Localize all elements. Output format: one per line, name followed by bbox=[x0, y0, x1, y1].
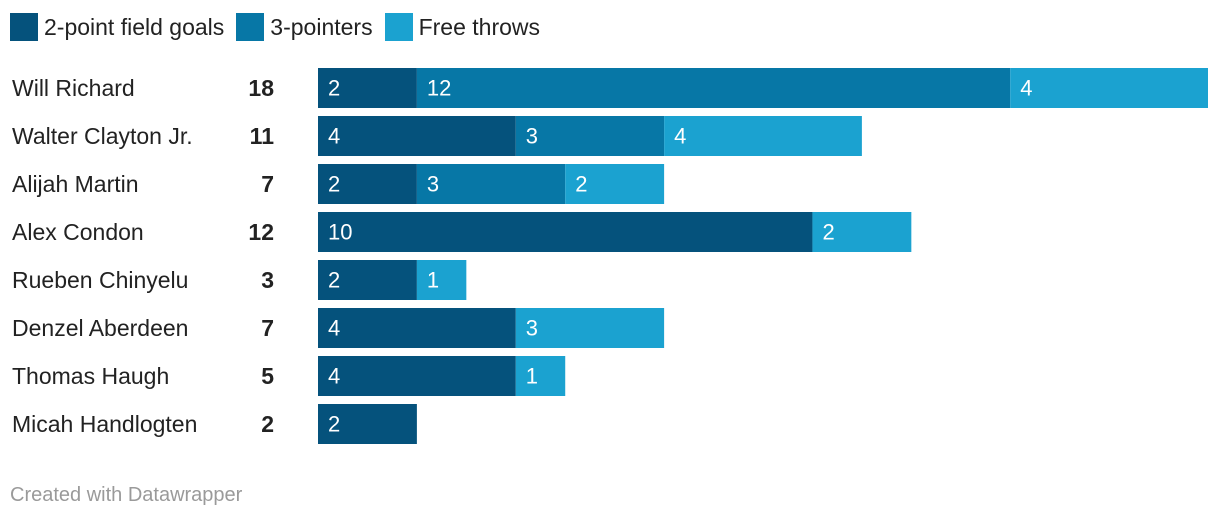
total-points: 5 bbox=[261, 363, 274, 389]
bar-segment bbox=[318, 116, 516, 156]
player-name: Micah Handlogten bbox=[12, 411, 197, 437]
bar-value-label: 2 bbox=[328, 412, 340, 437]
credit-footer: Created with Datawrapper bbox=[10, 484, 243, 506]
legend-swatch bbox=[236, 13, 265, 41]
legend-item: Free throws bbox=[384, 13, 541, 41]
bar-value-label: 4 bbox=[328, 124, 340, 149]
legend-item: 3-pointers bbox=[236, 13, 373, 41]
bar-value-label: 1 bbox=[427, 268, 439, 293]
bar-segment bbox=[318, 404, 417, 444]
player-name: Alex Condon bbox=[12, 219, 144, 245]
bar-value-label: 3 bbox=[427, 172, 439, 197]
bar-value-label: 4 bbox=[328, 364, 340, 389]
bar-segment bbox=[515, 308, 665, 348]
legend-swatch bbox=[384, 13, 413, 41]
bar-segment bbox=[318, 212, 813, 252]
total-points: 2 bbox=[261, 411, 274, 437]
bar-segment bbox=[664, 116, 862, 156]
bar-value-label: 2 bbox=[328, 76, 340, 101]
total-points: 12 bbox=[248, 219, 274, 245]
legend-label: 2-point field goals bbox=[44, 13, 225, 40]
total-points: 3 bbox=[261, 267, 274, 293]
bar-value-label: 12 bbox=[427, 76, 451, 101]
bar-value-label: 2 bbox=[575, 172, 587, 197]
bar-value-label: 2 bbox=[822, 220, 834, 245]
bar-segment bbox=[318, 164, 417, 204]
bar-segment bbox=[1010, 68, 1208, 108]
player-name: Thomas Haugh bbox=[12, 363, 169, 389]
legend: 2-point field goals 3-pointers Free throws bbox=[10, 12, 552, 42]
bar-value-label: 2 bbox=[328, 172, 340, 197]
bar-value-label: 10 bbox=[328, 220, 352, 245]
bar-segment bbox=[515, 356, 566, 396]
legend-item: 2-point field goals bbox=[10, 13, 224, 41]
total-points: 18 bbox=[248, 75, 274, 101]
bar-value-label: 1 bbox=[526, 364, 538, 389]
bar-segment bbox=[416, 164, 566, 204]
bar-value-label: 2 bbox=[328, 268, 340, 293]
player-name: Will Richard bbox=[12, 75, 135, 101]
player-name: Rueben Chinyelu bbox=[12, 267, 188, 293]
bar-segment bbox=[318, 308, 516, 348]
player-name: Alijah Martin bbox=[12, 171, 139, 197]
bar-segment bbox=[515, 116, 665, 156]
bar-value-label: 4 bbox=[328, 316, 340, 341]
player-name: Denzel Aberdeen bbox=[12, 315, 188, 341]
bar-segment bbox=[318, 68, 417, 108]
total-points: 7 bbox=[261, 171, 274, 197]
bar-value-label: 3 bbox=[526, 316, 538, 341]
bar-segment bbox=[416, 68, 1011, 108]
bar-segment bbox=[318, 356, 516, 396]
player-name: Walter Clayton Jr. bbox=[12, 123, 193, 149]
legend-swatch bbox=[10, 13, 38, 41]
legend-label: Free throws bbox=[418, 13, 541, 40]
bar-value-label: 4 bbox=[674, 124, 686, 149]
bar-value-label: 3 bbox=[526, 124, 538, 149]
total-points: 7 bbox=[261, 315, 274, 341]
bar-value-label: 4 bbox=[1020, 76, 1032, 101]
bar-segment bbox=[565, 164, 665, 204]
bar-segment bbox=[812, 212, 912, 252]
legend-label: 3-pointers bbox=[270, 13, 373, 40]
bar-segment bbox=[416, 260, 467, 300]
total-points: 11 bbox=[250, 123, 275, 149]
bar-segment bbox=[318, 260, 417, 300]
